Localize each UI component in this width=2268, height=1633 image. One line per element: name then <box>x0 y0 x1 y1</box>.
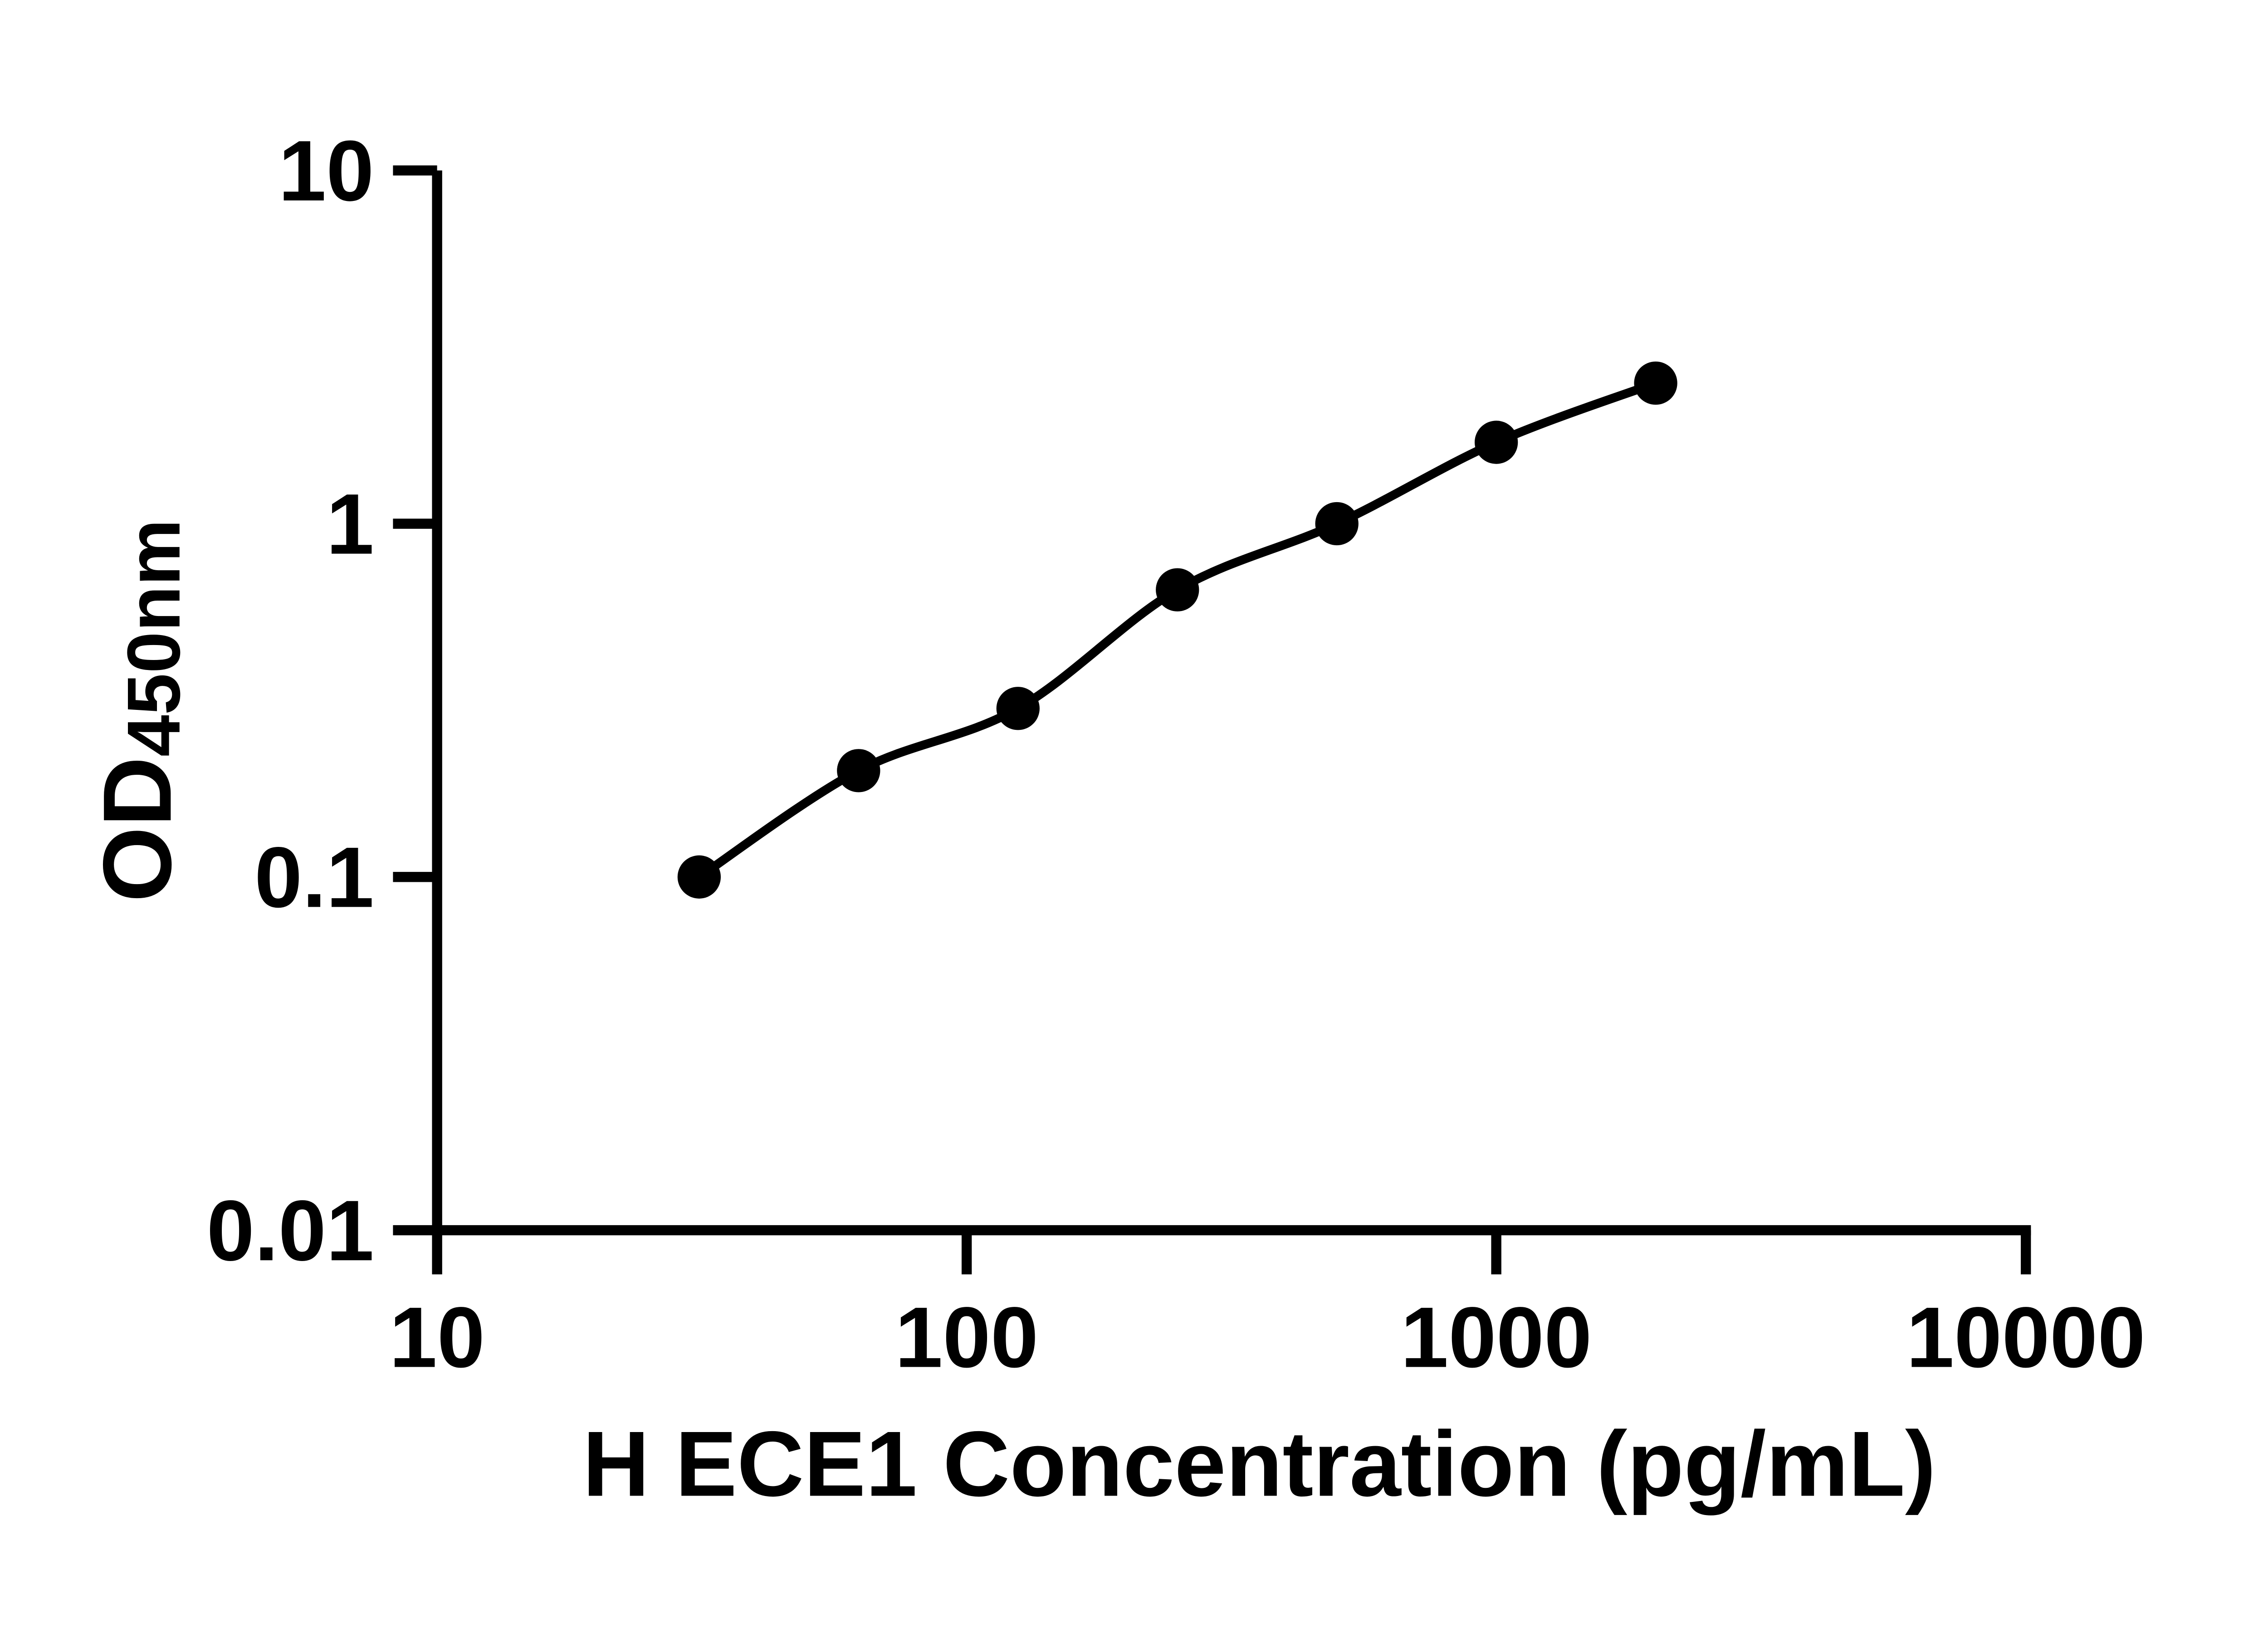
data-point-marker <box>996 687 1040 730</box>
x-tick-label: 10000 <box>1906 1290 2146 1386</box>
data-point-marker <box>677 855 721 899</box>
x-axis-title: H ECE1 Concentration (pg/mL) <box>582 1412 1936 1516</box>
axes-group <box>432 170 2031 1236</box>
data-point-marker <box>1634 361 1677 405</box>
data-point-marker <box>1315 502 1359 546</box>
data-point-marker <box>1475 420 1518 464</box>
y-tick-label: 1 <box>326 476 374 572</box>
x-tick-label: 10 <box>389 1290 485 1386</box>
ticks-group <box>393 165 2031 1275</box>
x-tick-label: 100 <box>895 1290 1038 1386</box>
y-tick-label: 0.1 <box>254 829 374 925</box>
series-group <box>677 361 1677 899</box>
data-point-marker <box>837 749 880 792</box>
y-tick-label: 10 <box>279 123 374 219</box>
y-axis-title: OD450nm <box>83 519 196 902</box>
x-tick-label: 1000 <box>1401 1290 1592 1386</box>
y-axis-title-main: OD <box>83 757 191 902</box>
tick-labels-group: 10 100 1000 10000 10 1 0.1 0.01 <box>207 123 2146 1386</box>
data-point-marker <box>1156 568 1199 611</box>
y-tick-label: 0.01 <box>207 1183 374 1279</box>
y-axis-title-subscript: 450nm <box>112 519 196 757</box>
fit-curve-line <box>696 379 1657 881</box>
